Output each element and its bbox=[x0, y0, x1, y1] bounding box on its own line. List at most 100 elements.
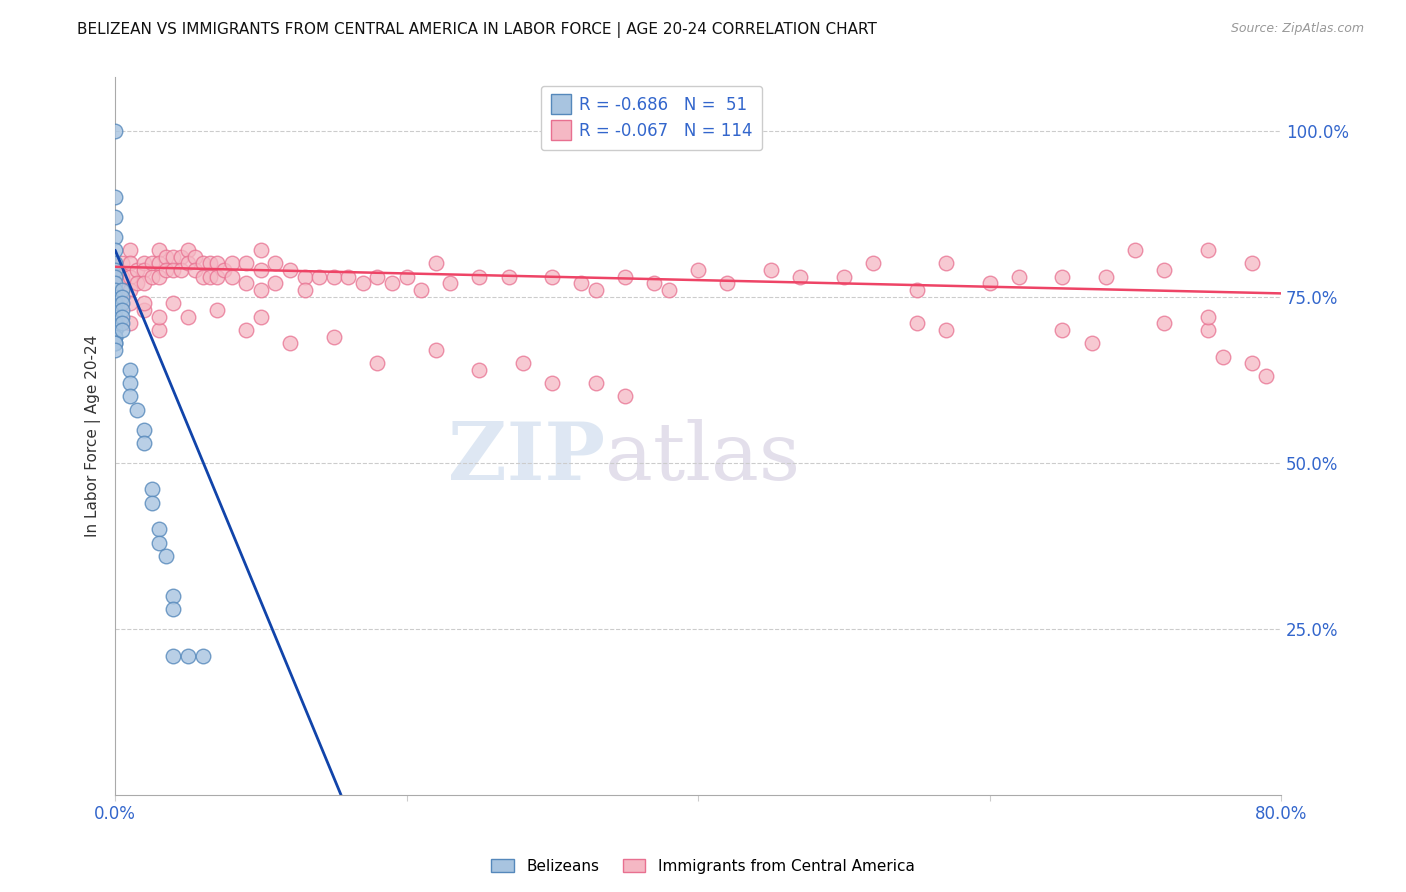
Point bbox=[643, 277, 665, 291]
Point bbox=[1123, 243, 1146, 257]
Point bbox=[104, 310, 127, 324]
Point bbox=[104, 310, 127, 324]
Point bbox=[759, 263, 782, 277]
Point bbox=[177, 310, 200, 324]
Point bbox=[250, 263, 273, 277]
Point bbox=[170, 250, 193, 264]
Point bbox=[134, 436, 156, 450]
Point bbox=[141, 256, 163, 270]
Point bbox=[498, 269, 520, 284]
Point bbox=[184, 250, 207, 264]
Point bbox=[832, 269, 855, 284]
Point bbox=[191, 256, 214, 270]
Point bbox=[205, 269, 228, 284]
Point bbox=[104, 290, 127, 304]
Point bbox=[104, 303, 127, 318]
Point bbox=[322, 329, 344, 343]
Point bbox=[162, 602, 184, 616]
Point bbox=[1153, 316, 1175, 330]
Point bbox=[541, 376, 564, 390]
Point bbox=[170, 263, 193, 277]
Point bbox=[104, 243, 127, 257]
Point bbox=[1256, 369, 1278, 384]
Point bbox=[104, 303, 127, 318]
Point bbox=[264, 256, 287, 270]
Point bbox=[111, 310, 134, 324]
Point bbox=[104, 210, 127, 224]
Point bbox=[198, 269, 221, 284]
Point bbox=[322, 269, 344, 284]
Point bbox=[148, 269, 170, 284]
Point bbox=[1240, 256, 1263, 270]
Point bbox=[134, 296, 156, 310]
Point bbox=[111, 290, 134, 304]
Point bbox=[118, 283, 141, 297]
Point bbox=[118, 316, 141, 330]
Point bbox=[614, 269, 637, 284]
Point bbox=[235, 277, 257, 291]
Point bbox=[1197, 310, 1219, 324]
Point bbox=[148, 323, 170, 337]
Point bbox=[1153, 263, 1175, 277]
Point bbox=[148, 243, 170, 257]
Point bbox=[352, 277, 374, 291]
Point bbox=[111, 323, 134, 337]
Point bbox=[134, 277, 156, 291]
Point bbox=[191, 648, 214, 663]
Point bbox=[162, 589, 184, 603]
Point bbox=[905, 283, 928, 297]
Point bbox=[308, 269, 330, 284]
Point bbox=[162, 296, 184, 310]
Point bbox=[104, 329, 127, 343]
Point bbox=[235, 256, 257, 270]
Point bbox=[162, 263, 184, 277]
Point bbox=[104, 256, 127, 270]
Point bbox=[614, 389, 637, 403]
Point bbox=[1197, 323, 1219, 337]
Point bbox=[104, 269, 127, 284]
Point bbox=[104, 316, 127, 330]
Point bbox=[935, 256, 957, 270]
Point bbox=[104, 296, 127, 310]
Point bbox=[118, 269, 141, 284]
Point bbox=[177, 243, 200, 257]
Point bbox=[425, 256, 447, 270]
Point bbox=[381, 277, 404, 291]
Point bbox=[366, 356, 388, 370]
Point bbox=[118, 256, 141, 270]
Point bbox=[716, 277, 738, 291]
Point bbox=[198, 256, 221, 270]
Point bbox=[104, 263, 127, 277]
Point bbox=[366, 269, 388, 284]
Point bbox=[184, 263, 207, 277]
Point bbox=[214, 263, 236, 277]
Point bbox=[512, 356, 534, 370]
Point bbox=[905, 316, 928, 330]
Point bbox=[111, 296, 134, 310]
Point bbox=[118, 296, 141, 310]
Point bbox=[278, 336, 301, 351]
Point bbox=[111, 283, 134, 297]
Point bbox=[104, 290, 127, 304]
Point bbox=[118, 389, 141, 403]
Point bbox=[1212, 350, 1234, 364]
Point bbox=[658, 283, 681, 297]
Point bbox=[104, 310, 127, 324]
Point bbox=[205, 256, 228, 270]
Point bbox=[134, 423, 156, 437]
Point bbox=[155, 263, 177, 277]
Point bbox=[104, 296, 127, 310]
Point bbox=[118, 363, 141, 377]
Point bbox=[468, 363, 491, 377]
Point bbox=[1197, 243, 1219, 257]
Point bbox=[134, 263, 156, 277]
Point bbox=[468, 269, 491, 284]
Point bbox=[104, 277, 127, 291]
Legend: Belizeans, Immigrants from Central America: Belizeans, Immigrants from Central Ameri… bbox=[485, 853, 921, 880]
Text: ZIP: ZIP bbox=[449, 418, 605, 497]
Point bbox=[439, 277, 461, 291]
Point bbox=[235, 323, 257, 337]
Point bbox=[411, 283, 433, 297]
Point bbox=[191, 269, 214, 284]
Point bbox=[935, 323, 957, 337]
